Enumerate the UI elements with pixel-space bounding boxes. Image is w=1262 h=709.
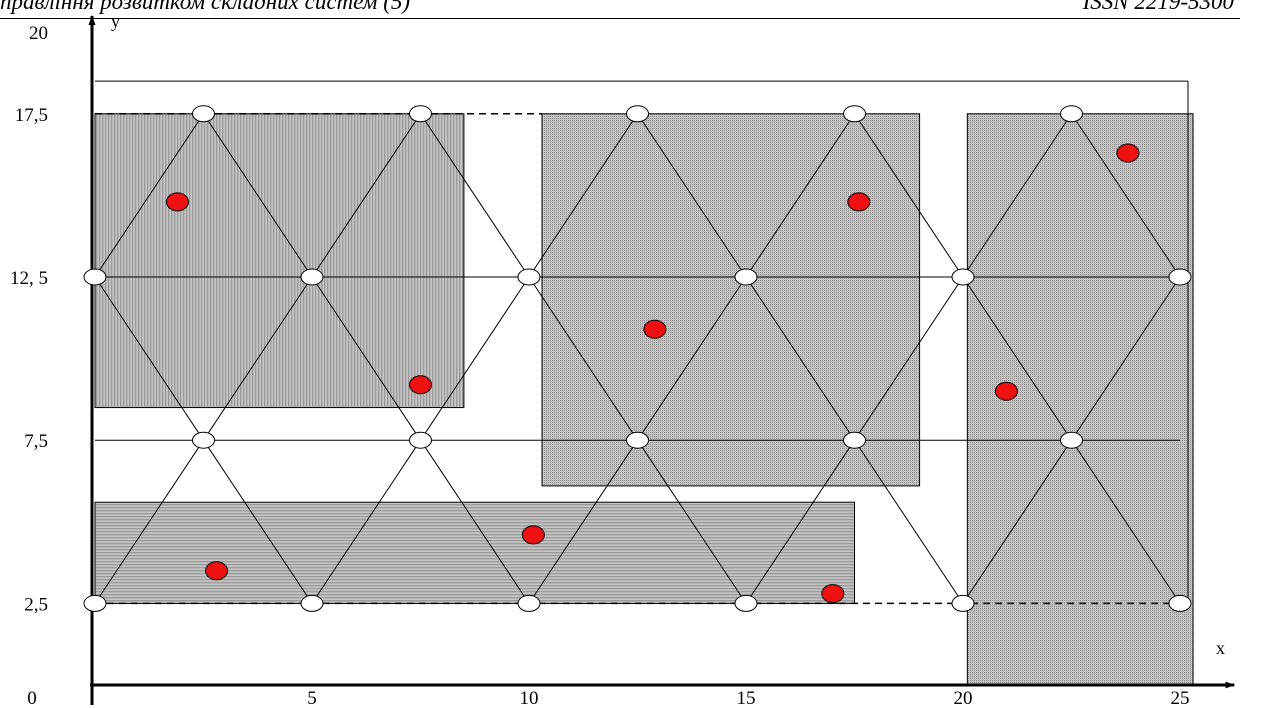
triangle-edge xyxy=(311,439,421,604)
triangle-edge xyxy=(854,439,964,604)
triangle-edge xyxy=(1071,276,1181,441)
triangle-edge xyxy=(854,113,964,278)
grid-horizontal-lines xyxy=(95,113,1180,605)
triangle-edge xyxy=(203,113,313,278)
header-rule xyxy=(0,18,1240,19)
triangle-edge xyxy=(203,439,313,604)
triangle-edge xyxy=(637,439,747,604)
axes: x y xyxy=(88,11,1236,705)
y-axis-label: y xyxy=(111,11,120,31)
triangle-edge xyxy=(203,276,313,441)
grid-node xyxy=(951,594,975,612)
y-tick-label: 2,5 xyxy=(24,594,48,615)
grid-nodes xyxy=(83,105,1192,612)
grid-node xyxy=(300,594,324,612)
grid-node xyxy=(1060,431,1083,449)
triangle-edge xyxy=(94,113,204,278)
header-right-text: ISSN 2219-5300 xyxy=(1082,0,1234,14)
data-point xyxy=(1116,143,1140,163)
triangle-edge xyxy=(420,276,530,441)
tick-labels: 0 5 10 15 20 25 2,5 7,5 12, 5 17,5 20 xyxy=(10,23,1190,709)
triangle-edge xyxy=(745,113,855,278)
grid-node xyxy=(1060,105,1083,123)
domain-frame xyxy=(95,80,1189,604)
grid-node xyxy=(300,268,324,286)
grid-node xyxy=(734,594,758,612)
grid-node xyxy=(409,105,432,123)
triangle-edge xyxy=(962,439,1072,604)
grid-node xyxy=(192,105,215,123)
x-tick-label: 0 xyxy=(27,688,37,709)
page-header: правління розвитком складних систем (5) … xyxy=(0,0,1262,40)
triangle-edge xyxy=(528,276,638,441)
y-tick-label: 12, 5 xyxy=(10,268,48,289)
triangle-edge xyxy=(528,113,638,278)
triangle-edge xyxy=(1071,439,1181,604)
triangle-edge xyxy=(311,276,421,441)
grid-node xyxy=(626,105,649,123)
grid-node xyxy=(83,268,107,286)
grid-node xyxy=(409,431,432,449)
triangle-edge xyxy=(94,439,204,604)
grid-node xyxy=(1168,268,1192,286)
grid-node xyxy=(734,268,758,286)
triangle-edge xyxy=(962,113,1072,278)
triangle-edge xyxy=(637,113,747,278)
triangle-edge xyxy=(311,113,421,278)
triangle-edge xyxy=(745,439,855,604)
grid-node xyxy=(1168,594,1192,612)
triangle-edge xyxy=(528,439,638,604)
triangle-edge xyxy=(854,276,964,441)
header-left-text: правління розвитком складних систем (5) xyxy=(0,0,411,14)
grid-node xyxy=(843,105,866,123)
y-tick-label: 17,5 xyxy=(15,105,48,126)
triangle-edge xyxy=(420,439,530,604)
grid-node xyxy=(951,268,975,286)
data-point xyxy=(821,584,845,604)
data-point xyxy=(409,375,432,395)
triangle-edge xyxy=(637,276,747,441)
triangle-edge xyxy=(420,113,530,278)
triangle-edge xyxy=(745,276,855,441)
x-tick-label: 5 xyxy=(307,688,317,709)
y-tick-label: 20 xyxy=(29,23,48,44)
x-axis-label: x xyxy=(1216,638,1225,658)
grid-node xyxy=(517,594,541,612)
grid-node xyxy=(517,268,541,286)
data-point xyxy=(994,381,1018,401)
triangle-edges xyxy=(94,113,1181,604)
region-1 xyxy=(94,113,465,409)
y-tick-label: 7,5 xyxy=(24,431,48,452)
region-2 xyxy=(94,501,855,604)
data-point xyxy=(521,525,545,545)
shaded-regions xyxy=(94,113,1194,686)
x-tick-label: 10 xyxy=(520,688,539,709)
grid-node xyxy=(192,431,215,449)
data-points xyxy=(165,143,1140,604)
grid-node xyxy=(843,431,866,449)
data-point xyxy=(643,319,667,339)
triangle-edge xyxy=(94,276,204,441)
data-point xyxy=(205,561,229,581)
x-tick-label: 20 xyxy=(954,688,973,709)
x-tick-label: 25 xyxy=(1171,688,1190,709)
data-point xyxy=(165,192,189,212)
triangle-edge xyxy=(962,276,1072,441)
x-tick-label: 15 xyxy=(737,688,756,709)
triangle-edge xyxy=(1071,113,1181,278)
grid-node xyxy=(626,431,649,449)
grid-node xyxy=(83,594,107,612)
data-point xyxy=(847,192,871,212)
